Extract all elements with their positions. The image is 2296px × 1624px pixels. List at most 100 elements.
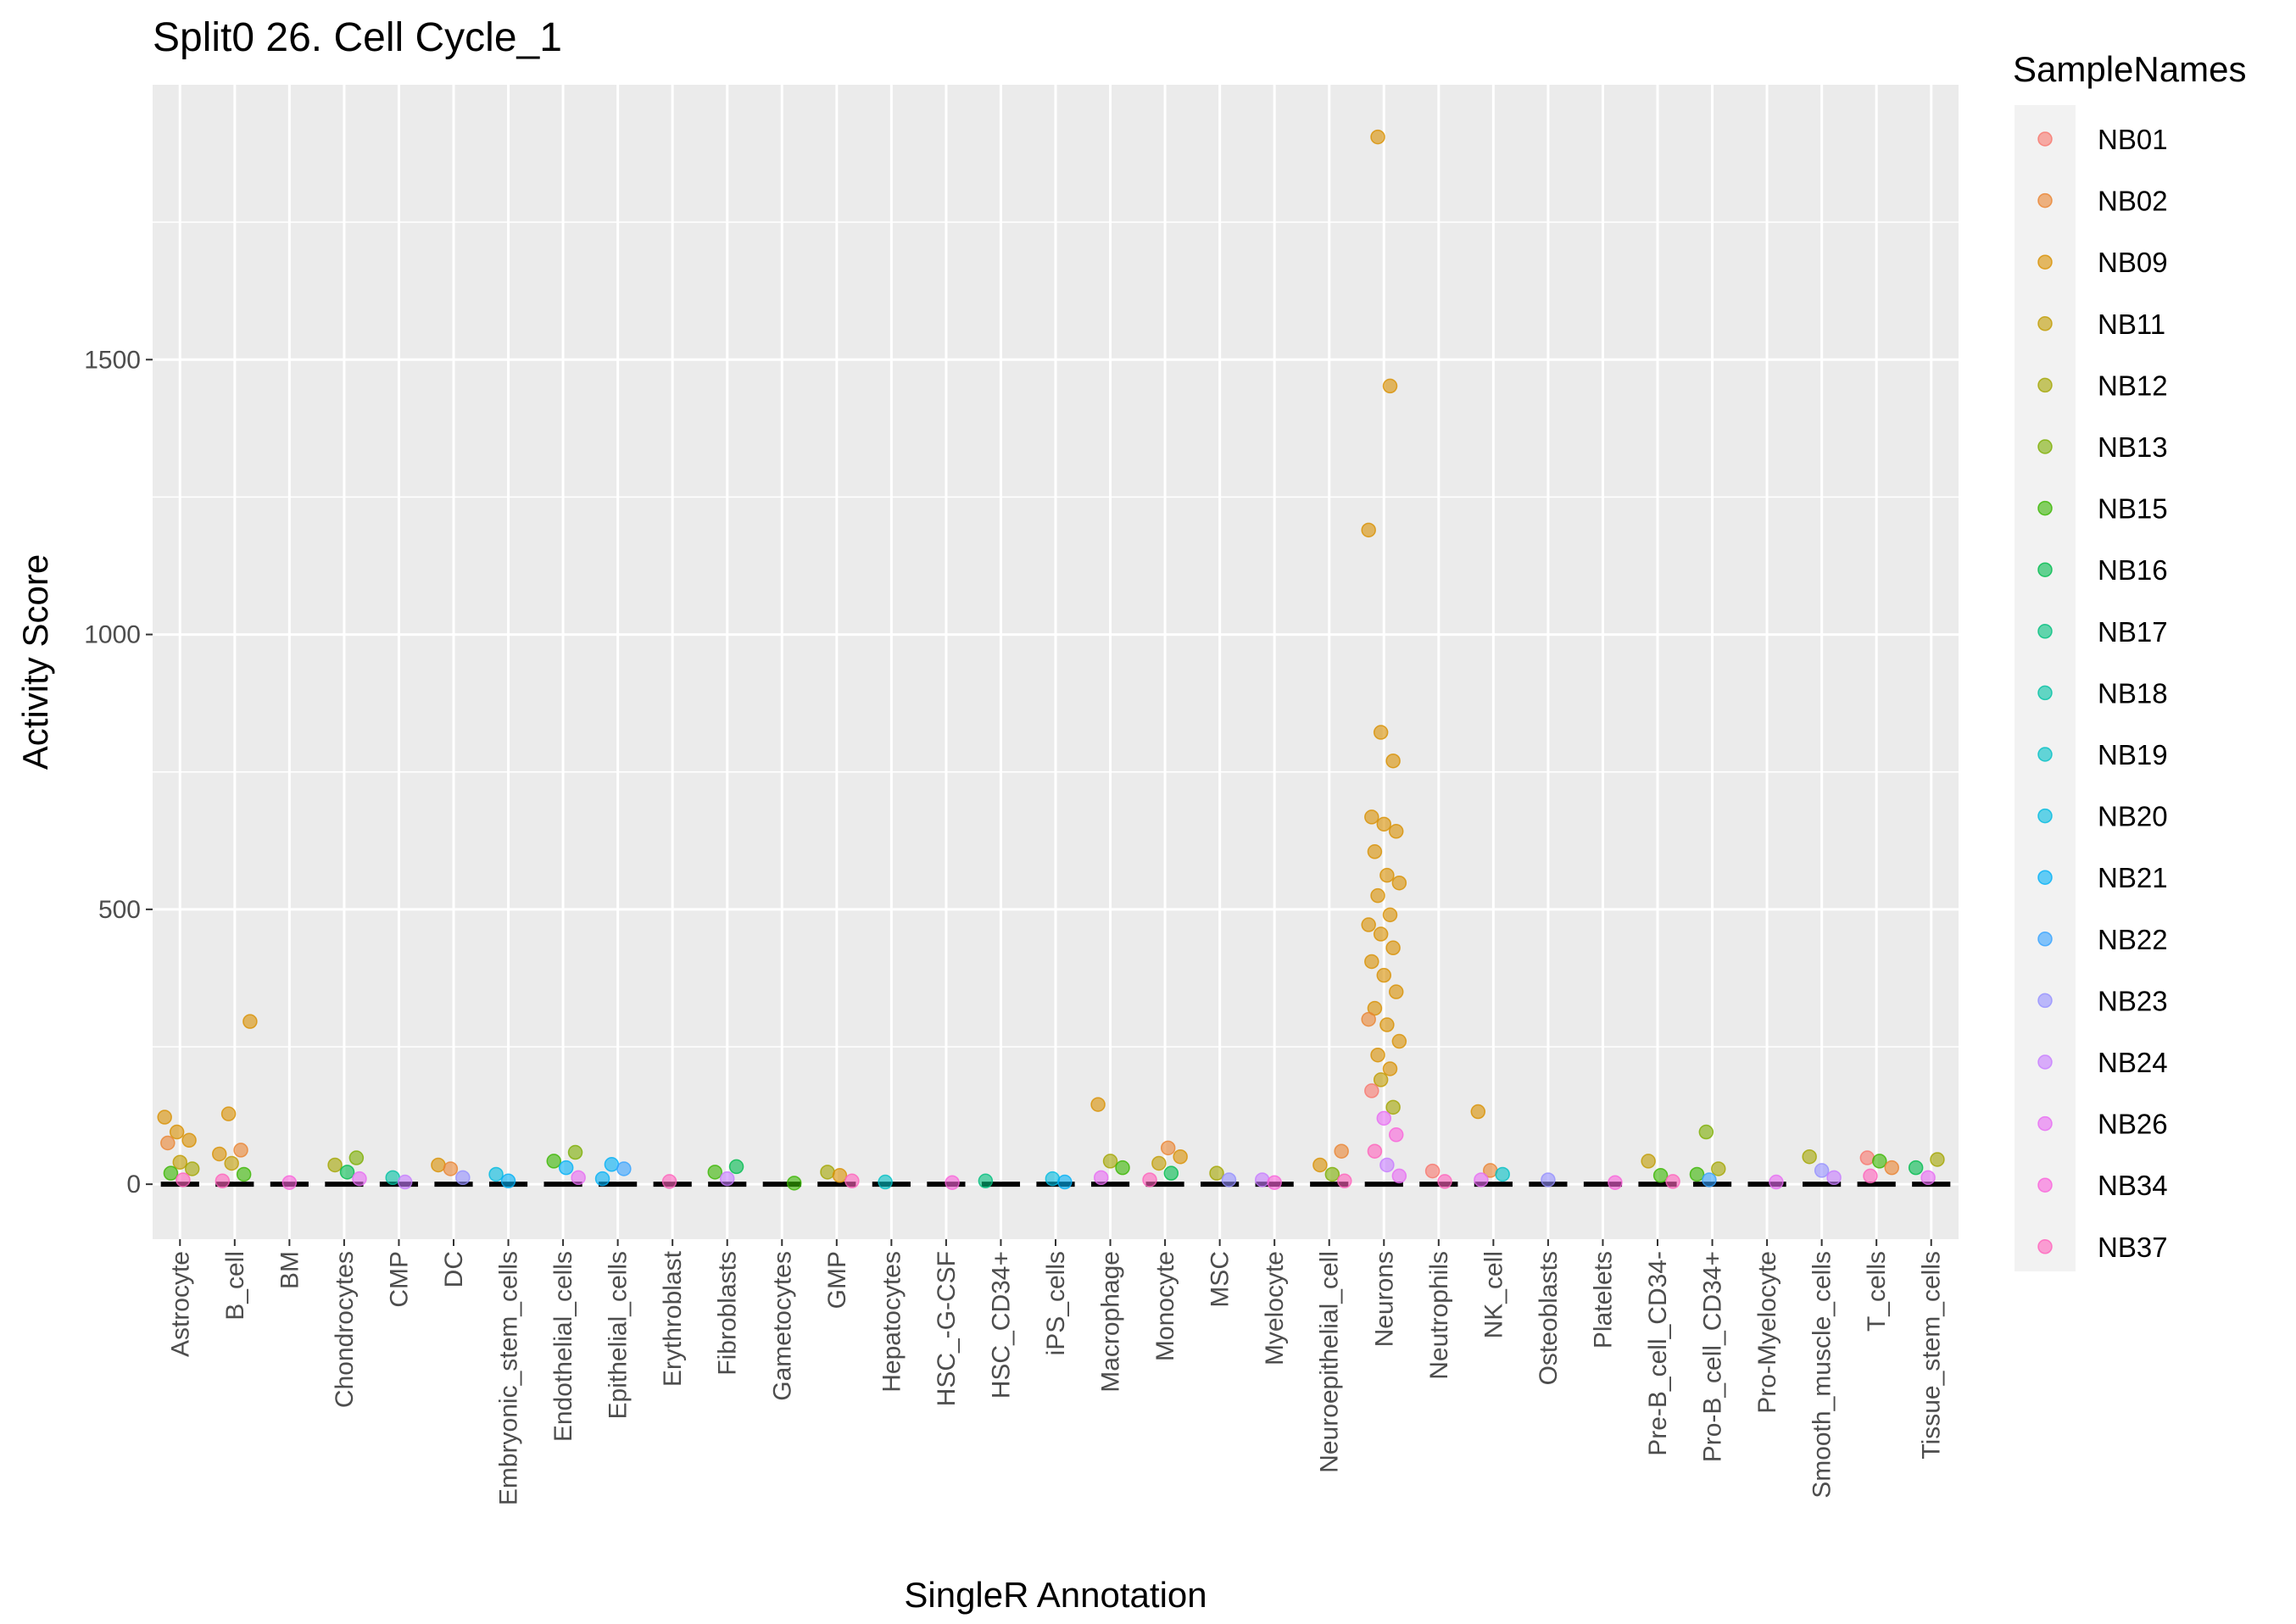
data-point xyxy=(1474,1172,1489,1187)
legend-key xyxy=(2037,870,2053,885)
data-point xyxy=(558,1160,574,1176)
data-point xyxy=(1267,1175,1282,1190)
data-point xyxy=(339,1165,355,1180)
data-point xyxy=(1437,1174,1452,1189)
data-point xyxy=(1908,1160,1924,1176)
legend-label: NB37 xyxy=(2098,1232,2168,1263)
data-point xyxy=(1361,917,1376,932)
x-tick-label: DC xyxy=(440,1251,468,1288)
data-point xyxy=(786,1176,802,1191)
x-tick-label: Gametocytes xyxy=(768,1251,796,1401)
legend-key xyxy=(2037,1054,2053,1070)
x-tick-label: CMP xyxy=(385,1251,413,1308)
legend-key xyxy=(2037,500,2053,516)
data-point xyxy=(1370,129,1385,145)
legend-label: NB09 xyxy=(2098,247,2168,278)
data-point xyxy=(1385,1099,1401,1115)
x-axis-ticks: Astrocyte B_cell BM Chondrocytes CMP DC Embryo… xyxy=(166,1239,1946,1505)
legend-key xyxy=(2037,439,2053,454)
data-point xyxy=(878,1174,893,1190)
data-point xyxy=(1920,1170,1936,1186)
data-point xyxy=(1652,1168,1669,1183)
data-points xyxy=(157,129,1945,1191)
data-point xyxy=(281,1175,298,1190)
x-tick-label: Tissue_stem_cells xyxy=(1918,1251,1946,1460)
data-point xyxy=(1045,1171,1061,1187)
legend-key xyxy=(2037,131,2053,147)
data-point xyxy=(546,1154,561,1169)
legend-key xyxy=(2037,685,2053,701)
legend-label: NB22 xyxy=(2098,924,2168,955)
data-point xyxy=(1364,954,1379,970)
data-point xyxy=(1367,1143,1383,1159)
x-tick-label: HSC_CD34+ xyxy=(987,1251,1015,1399)
data-point xyxy=(443,1161,459,1176)
x-tick-label: Embryonic_stem_cells xyxy=(495,1251,523,1505)
data-point xyxy=(567,1144,583,1160)
data-point xyxy=(157,1110,172,1125)
data-point xyxy=(1254,1172,1270,1187)
x-tick-label: Myelocyte xyxy=(1261,1251,1289,1365)
data-point xyxy=(1312,1157,1328,1173)
data-point xyxy=(832,1168,848,1183)
data-point xyxy=(604,1157,620,1172)
legend-label: NB16 xyxy=(2098,554,2168,586)
data-point xyxy=(1689,1166,1705,1182)
legend-key xyxy=(2037,624,2053,639)
data-point xyxy=(500,1173,516,1189)
data-point xyxy=(1376,816,1392,832)
data-point xyxy=(1376,967,1392,983)
data-point xyxy=(571,1170,586,1186)
data-point xyxy=(1151,1155,1167,1171)
y-tick-label: 500 xyxy=(98,896,141,924)
data-point xyxy=(1376,1110,1392,1126)
legend-key xyxy=(2037,1115,2053,1132)
data-point xyxy=(1769,1174,1784,1190)
data-point xyxy=(1379,1157,1395,1173)
legend-label: NB20 xyxy=(2098,801,2168,832)
legend-label: NB02 xyxy=(2098,186,2168,217)
legend-label: NB19 xyxy=(2098,739,2168,770)
data-point xyxy=(1802,1148,1817,1165)
data-point xyxy=(1221,1172,1237,1187)
legend-key xyxy=(2037,192,2053,209)
data-point xyxy=(1324,1166,1340,1182)
data-point xyxy=(719,1171,735,1187)
data-point xyxy=(1884,1160,1900,1176)
data-point xyxy=(1160,1140,1176,1156)
legend-label: NB11 xyxy=(2098,309,2165,340)
legend: SampleNames NB01 NB02 NB09 NB11 NB12 NB13 NB15… xyxy=(2013,49,2246,1271)
data-point xyxy=(1391,1033,1407,1049)
legend-items: NB01 NB02 NB09 NB11 NB12 NB13 NB15 NB16 NB17 NB18… xyxy=(2037,124,2168,1263)
data-point xyxy=(1364,809,1379,825)
data-point xyxy=(978,1173,994,1189)
data-point xyxy=(594,1171,610,1187)
legend-key xyxy=(2037,1239,2053,1254)
x-tick-label: Pre-B_cell_CD34- xyxy=(1644,1251,1672,1456)
data-point xyxy=(1385,940,1401,956)
data-point xyxy=(488,1166,504,1182)
data-point xyxy=(707,1165,723,1180)
y-axis-title: Activity Score xyxy=(15,554,55,770)
data-point xyxy=(1391,875,1407,891)
x-tick-label: NK_cell xyxy=(1480,1251,1507,1338)
data-point xyxy=(1090,1097,1106,1112)
data-point xyxy=(1608,1175,1623,1190)
data-point xyxy=(1373,1072,1389,1087)
data-point xyxy=(820,1165,835,1180)
x-tick-label: Platelets xyxy=(1589,1251,1617,1349)
data-point xyxy=(1379,1017,1395,1032)
data-point xyxy=(184,1161,200,1176)
data-point xyxy=(1495,1166,1510,1182)
data-point xyxy=(385,1170,400,1186)
legend-key xyxy=(2037,254,2053,270)
x-tick-label: Hepatocytes xyxy=(878,1251,906,1393)
data-point xyxy=(1382,907,1398,923)
legend-key xyxy=(2037,932,2053,947)
data-point xyxy=(1388,984,1404,999)
x-tick-label: Endothelial_cells xyxy=(549,1251,577,1442)
data-point xyxy=(1373,926,1389,942)
data-point xyxy=(945,1175,960,1190)
x-tick-label: B_cell xyxy=(221,1251,249,1321)
data-point xyxy=(1702,1172,1717,1187)
